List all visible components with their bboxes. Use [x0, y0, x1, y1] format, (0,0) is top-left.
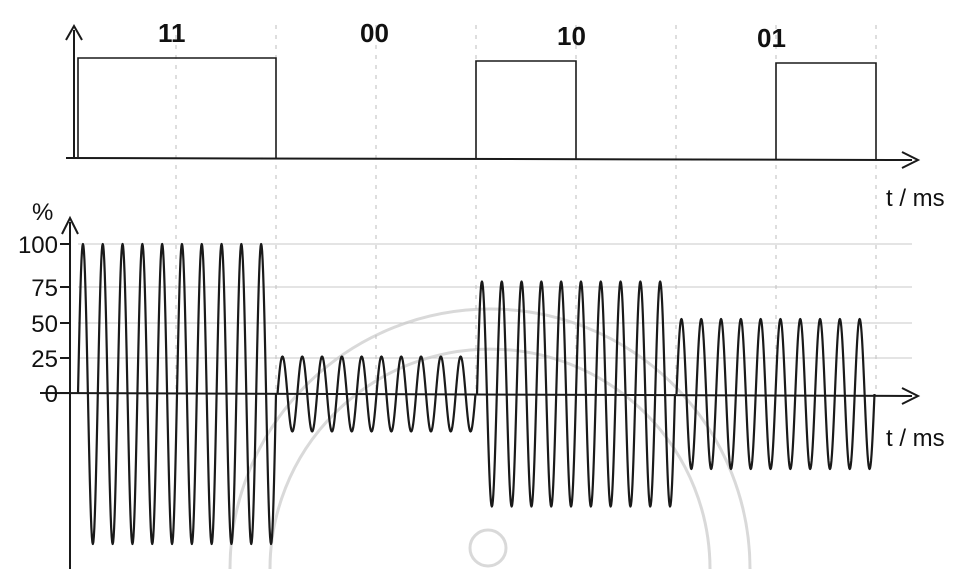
wave-segment-10	[475, 280, 677, 508]
wave-segment-11	[76, 242, 278, 546]
top-x-axis	[65, 157, 913, 161]
wave-segment-01	[675, 317, 876, 471]
bit-label-01: 01	[757, 23, 786, 53]
wave-segment-00	[276, 355, 477, 433]
y-tick-75: 75	[31, 275, 58, 302]
modulated-signal-plot: % 100 75 50 25 0 t / ms	[18, 199, 945, 569]
carrier-wave	[76, 242, 876, 546]
y-tick-50: 50	[31, 311, 58, 338]
bottom-x-arrow	[901, 387, 921, 405]
pulse-11	[77, 57, 277, 158]
bit-stream-plot: 11 00 10 01 t / ms	[65, 18, 945, 212]
pulse-10	[475, 60, 577, 159]
y-tick-0: 0	[45, 381, 58, 408]
bottom-x-axis-label: t / ms	[886, 425, 945, 452]
y-tick-25: 25	[31, 346, 58, 373]
top-x-axis-label: t / ms	[886, 185, 945, 212]
pulse-01	[775, 62, 877, 160]
bit-label-00: 00	[360, 18, 389, 48]
y-tick-100: 100	[18, 232, 58, 259]
bit-label-10: 10	[557, 21, 586, 51]
watermark-seal	[228, 307, 752, 569]
y-unit-label: %	[32, 199, 53, 226]
bit-label-11: 11	[158, 18, 186, 48]
top-y-arrow	[65, 23, 83, 41]
top-x-arrow	[901, 151, 921, 169]
vertical-grid	[175, 25, 877, 393]
bottom-y-arrow	[61, 215, 79, 235]
